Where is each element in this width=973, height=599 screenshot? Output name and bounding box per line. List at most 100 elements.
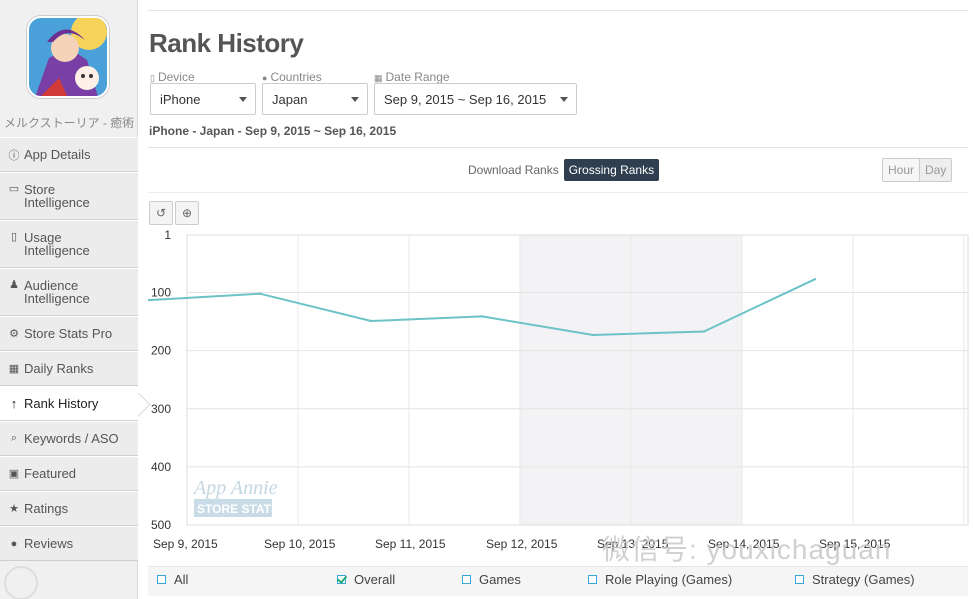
- date-range-select[interactable]: Sep 9, 2015 ~ Sep 16, 2015: [374, 83, 577, 115]
- y-tick-label: 100: [151, 286, 171, 300]
- x-tick-label: Sep 10, 2015: [264, 537, 336, 551]
- watermark-text: 微信号: youxichaguan: [602, 534, 892, 565]
- data-point: [148, 298, 151, 302]
- legend-strategy[interactable]: Strategy (Games): [795, 572, 915, 587]
- y-tick-label: 200: [151, 344, 171, 358]
- sidebar-item-label: Reviews: [24, 536, 74, 551]
- sidebar-item-label: Audience Intelligence: [24, 278, 90, 306]
- rank-type-tabs: Download Ranks Grossing Ranks: [463, 159, 660, 181]
- legend-checkbox[interactable]: [795, 575, 804, 584]
- chevron-down-icon: [560, 97, 568, 102]
- legend-overall[interactable]: Overall: [337, 572, 395, 587]
- hour-button[interactable]: Hour: [883, 159, 920, 181]
- tab-download-ranks[interactable]: Download Ranks: [468, 163, 559, 177]
- undo-icon: ↺: [155, 206, 167, 220]
- sidebar-item-label: Daily Ranks: [24, 361, 94, 376]
- legend-label: Strategy (Games): [812, 572, 915, 587]
- sidebar-item-app-details[interactable]: ⓘ App Details: [0, 137, 138, 172]
- chevron-down-icon: [239, 97, 247, 102]
- gear-icon: ⚙: [9, 328, 19, 340]
- sidebar-item-store-stats-pro[interactable]: ⚙ Store Stats Pro: [0, 316, 138, 351]
- chart-panel: [148, 147, 968, 597]
- date-range-label: ▦ Date Range: [374, 70, 450, 84]
- device-icon: ▯: [150, 73, 155, 83]
- legend-all[interactable]: All: [157, 572, 188, 587]
- sidebar-item-rank-history[interactable]: ↑ Rank History: [0, 386, 138, 421]
- data-point: [258, 292, 262, 295]
- usage-icon: ▯: [10, 231, 18, 243]
- y-tick-label: 500: [151, 518, 171, 532]
- data-point: [369, 319, 373, 323]
- legend-label: Overall: [354, 572, 396, 587]
- data-point: [813, 277, 817, 281]
- reset-zoom-button[interactable]: ↺: [149, 201, 173, 225]
- sidebar-item-featured[interactable]: ▣ Featured: [0, 456, 138, 491]
- watermark-brand: App Annie: [192, 477, 278, 499]
- y-tick-label: 1: [164, 228, 171, 242]
- sidebar-item-label: Rank History: [24, 396, 99, 411]
- legend-games[interactable]: Games: [462, 572, 521, 587]
- sidebar-item-label: Usage Intelligence: [24, 230, 90, 258]
- app-annie-watermark: App Annie STORE STATS: [192, 477, 279, 517]
- watermark-sub: STORE STATS: [197, 502, 279, 516]
- legend-role-playing[interactable]: Role Playing (Games): [588, 572, 732, 587]
- legend-checkbox[interactable]: [337, 575, 346, 584]
- zoom-button[interactable]: ⊕: [175, 201, 199, 225]
- y-tick-label: 300: [151, 402, 171, 416]
- legend-checkbox[interactable]: [462, 575, 471, 584]
- page-title: Rank History: [149, 28, 304, 58]
- granularity-toggle: Hour Day: [882, 158, 953, 182]
- watermark-badge-box: [194, 499, 272, 517]
- data-point: [480, 315, 484, 318]
- star-icon: ★: [9, 503, 19, 515]
- arrow-up-icon: ↑: [10, 396, 18, 411]
- x-tick-label: Sep 12, 2015: [486, 537, 558, 551]
- date-range-value: Sep 9, 2015 ~ Sep 16, 2015: [384, 92, 547, 107]
- x-tick-label: Sep 9, 2015: [153, 537, 218, 551]
- sidebar-item-label: Keywords / ASO: [24, 431, 119, 446]
- sidebar-item-label: Featured: [24, 466, 77, 481]
- x-tick-label: Sep 14, 2015: [708, 537, 780, 551]
- day-button[interactable]: Day: [919, 159, 952, 181]
- device-label: ▯ Device: [150, 70, 195, 84]
- device-select[interactable]: iPhone: [150, 83, 256, 115]
- countries-label: ● Countries: [262, 70, 322, 84]
- store-icon: ▭: [8, 183, 20, 195]
- wechat-watermark: 微信号: youxichaguan: [558, 528, 891, 568]
- sidebar-item-label: Ratings: [24, 501, 69, 516]
- sidebar-footer-logo: [4, 566, 38, 599]
- featured-icon: ▣: [8, 468, 20, 480]
- sidebar-nav: ⓘ App Details ▭ Store Intelligence ▯ Usa…: [0, 137, 138, 561]
- countries-select-value: Japan: [272, 92, 308, 107]
- app-icon[interactable]: [27, 16, 109, 98]
- legend-label: All: [174, 572, 189, 587]
- x-tick-label: Sep 13, 2015: [597, 537, 669, 551]
- chevron-down-icon: [351, 97, 359, 102]
- sidebar-item-keywords-aso[interactable]: ⌕ Keywords / ASO: [0, 421, 138, 456]
- weekend-shade: [631, 235, 742, 525]
- zoom-in-icon: ⊕: [181, 206, 193, 220]
- app-name: メルクストーリア - 癒術…: [4, 116, 136, 130]
- sidebar-item-audience-intelligence[interactable]: ♟ Audience Intelligence: [0, 268, 138, 316]
- weekend-shade: [520, 235, 631, 525]
- sidebar-item-label: Store Stats Pro: [24, 326, 113, 341]
- legend-checkbox[interactable]: [588, 575, 597, 584]
- legend-checkbox[interactable]: [157, 575, 166, 584]
- calendar-icon: ▦: [8, 363, 20, 375]
- sidebar-item-ratings[interactable]: ★ Ratings: [0, 491, 138, 526]
- selection-summary: iPhone - Japan - Sep 9, 2015 ~ Sep 16, 2…: [149, 124, 397, 138]
- person-icon: ♟: [9, 279, 19, 291]
- sidebar-item-daily-ranks[interactable]: ▦ Daily Ranks: [0, 351, 138, 386]
- sidebar-item-store-intelligence[interactable]: ▭ Store Intelligence: [0, 172, 138, 220]
- sidebar-item-usage-intelligence[interactable]: ▯ Usage Intelligence: [0, 220, 138, 268]
- top-divider: [148, 10, 968, 11]
- sidebar: メルクストーリア - 癒術… ⓘ App Details ▭ Store Int…: [0, 0, 138, 599]
- toolbar-divider: [148, 192, 968, 193]
- tab-grossing-ranks[interactable]: Grossing Ranks: [563, 159, 660, 181]
- comment-icon: ●: [10, 537, 18, 550]
- info-icon: ⓘ: [8, 149, 20, 162]
- sidebar-item-reviews[interactable]: ● Reviews: [0, 526, 138, 561]
- y-tick-label: 400: [151, 460, 171, 474]
- x-tick-label: Sep 11, 2015: [375, 537, 446, 551]
- countries-select[interactable]: Japan: [262, 83, 368, 115]
